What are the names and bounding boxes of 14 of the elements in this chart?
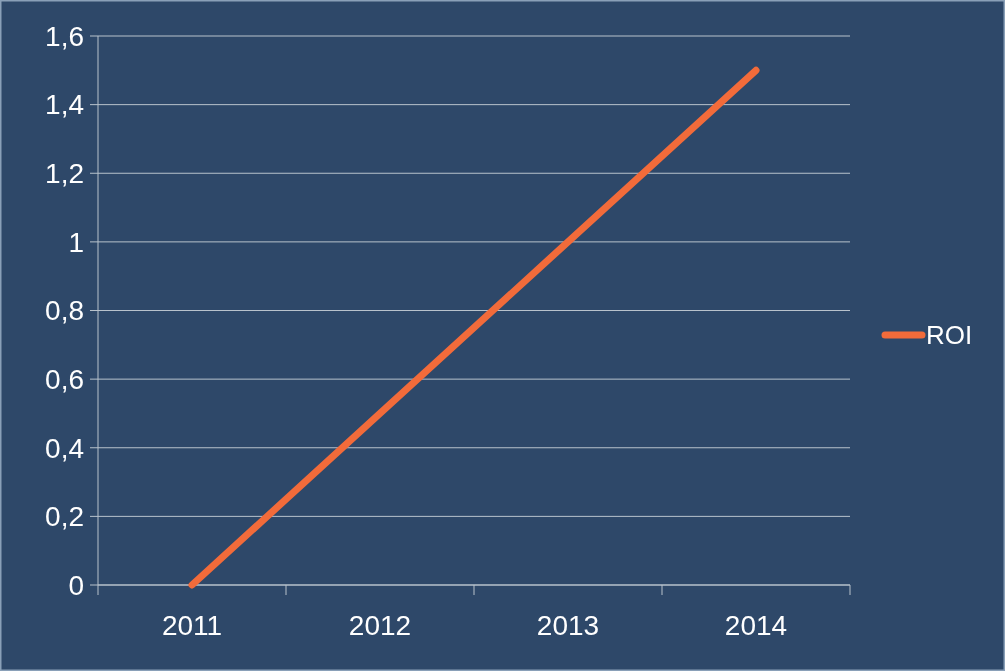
x-tick-label: 2012	[348, 610, 412, 641]
legend-label: ROI	[926, 320, 973, 351]
x-tick-label: 2013	[536, 610, 600, 641]
x-tick-label: 2011	[161, 610, 223, 641]
y-tick-label: 0,2	[45, 501, 84, 533]
y-tick-label: 1	[68, 226, 84, 258]
y-tick-label: 1,6	[45, 20, 84, 52]
x-tick-label: 2014	[724, 610, 788, 641]
y-tick-label: 0,8	[45, 295, 84, 327]
y-tick-label: 1,2	[45, 158, 84, 190]
y-tick-label: 0,6	[45, 363, 84, 395]
y-tick-label: 1,4	[45, 89, 84, 121]
y-tick-label: 0	[68, 569, 84, 601]
y-tick-label: 0,4	[45, 432, 84, 464]
